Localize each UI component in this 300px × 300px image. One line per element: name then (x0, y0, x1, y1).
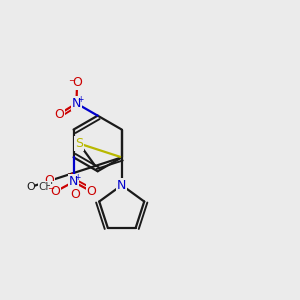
Text: O: O (87, 185, 97, 198)
Text: O: O (70, 188, 80, 201)
Text: +: + (74, 173, 81, 182)
Text: +: + (77, 95, 84, 104)
Text: O: O (72, 76, 82, 89)
Text: S: S (75, 137, 83, 150)
Text: O: O (44, 175, 54, 188)
Text: CH₃: CH₃ (39, 182, 58, 192)
Text: O: O (51, 185, 60, 198)
Text: N: N (72, 97, 81, 110)
Text: −: − (47, 184, 54, 194)
Text: N: N (69, 175, 78, 188)
Text: N: N (117, 179, 126, 192)
Text: O: O (26, 182, 35, 192)
Text: O: O (54, 108, 64, 121)
Text: −: − (68, 76, 75, 85)
